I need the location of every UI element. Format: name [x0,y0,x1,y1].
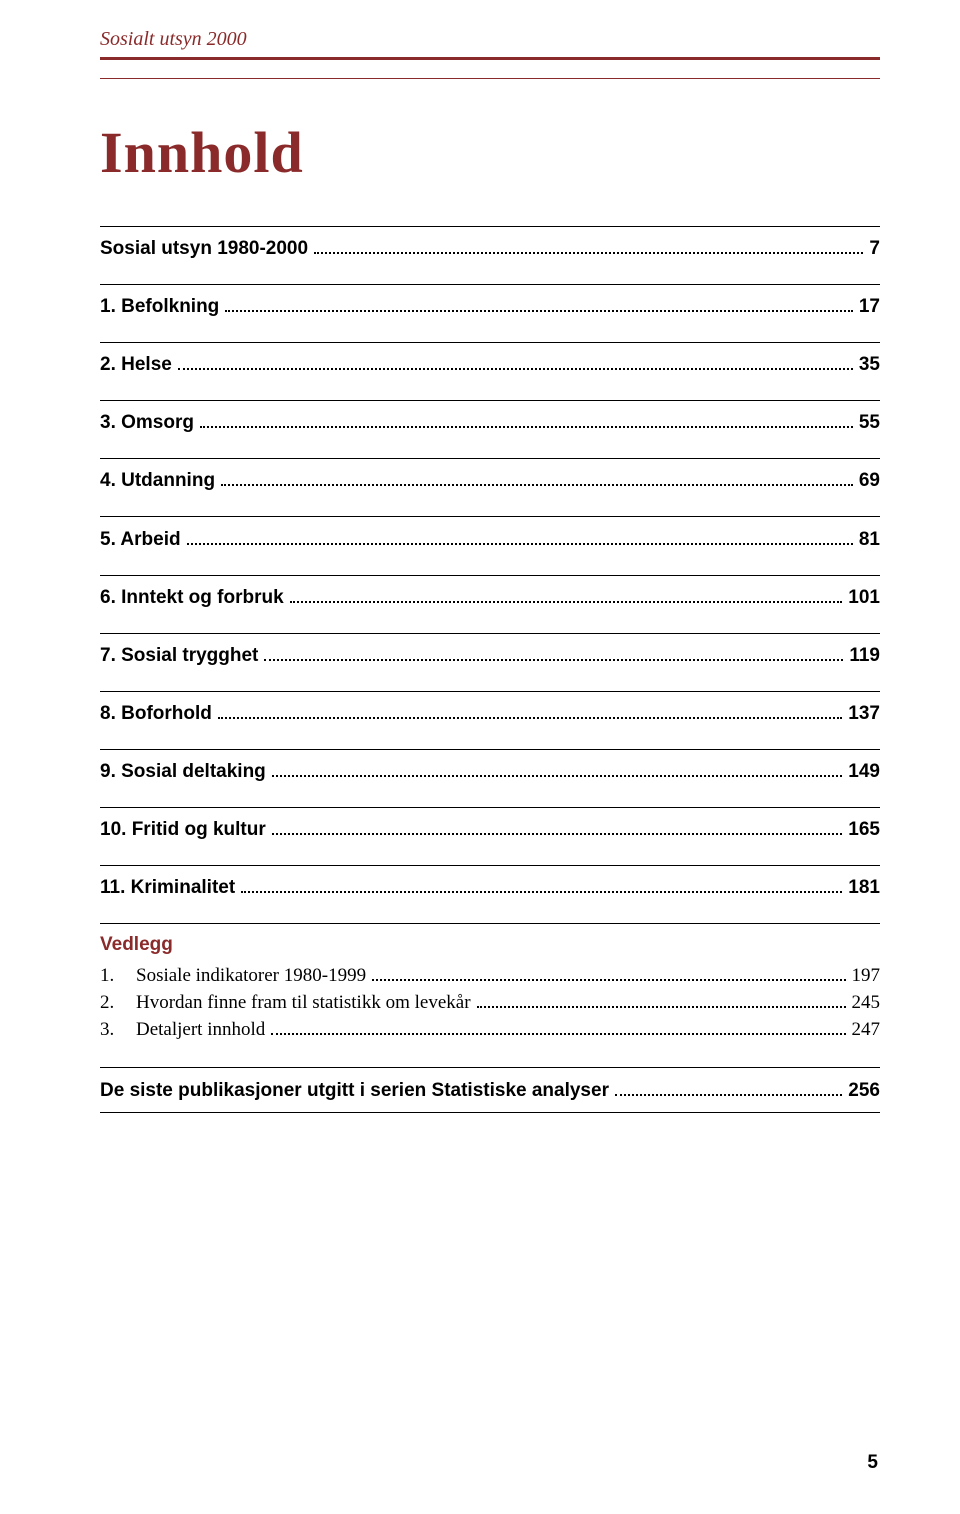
toc-label: Sosial utsyn 1980-2000 [100,238,308,260]
toc-label: 2. Helse [100,354,172,376]
leader-dots [272,760,843,777]
toc-entry: 1. Befolkning 17 [100,284,880,342]
vedlegg-label: Sosiale indikatorer 1980-1999 [136,965,366,987]
leader-dots [372,964,845,981]
toc-entry: Sosial utsyn 1980-2000 7 [100,226,880,284]
vedlegg-num: 1. [100,965,136,987]
toc-label: 6. Inntekt og forbruk [100,587,284,609]
toc-entry: 11. Kriminalitet 181 [100,865,880,923]
toc-page: 35 [859,354,880,376]
toc-label: 5. Arbeid [100,529,181,551]
leader-dots [241,876,842,893]
toc-label: 4. Utdanning [100,470,215,492]
toc-entry: 4. Utdanning 69 [100,458,880,516]
leader-dots [200,411,853,428]
toc-page: 17 [859,296,880,318]
header-rule-thick [100,57,880,60]
vedlegg-page: 197 [852,965,881,987]
toc-entry: 6. Inntekt og forbruk 101 [100,575,880,633]
toc-entry: 8. Boforhold 137 [100,691,880,749]
toc-label: 11. Kriminalitet [100,877,235,899]
toc-entry: 5. Arbeid 81 [100,516,880,574]
toc-label: 9. Sosial deltaking [100,761,266,783]
toc-page: 69 [859,470,880,492]
leader-dots [314,237,863,254]
final-entry: De siste publikasjoner utgitt i serien S… [100,1067,880,1111]
vedlegg-label: Hvordan finne fram til statistikk om lev… [136,992,471,1014]
toc-page: 55 [859,412,880,434]
vedlegg-header: Vedlegg [100,923,880,962]
toc-page: 7 [869,238,880,260]
toc-entry: 9. Sosial deltaking 149 [100,749,880,807]
running-header: Sosialt utsyn 2000 [100,28,880,51]
vedlegg-num: 2. [100,992,136,1014]
toc-entry: 3. Omsorg 55 [100,400,880,458]
final-label: De siste publikasjoner utgitt i serien S… [100,1080,609,1102]
vedlegg-entry: 3. Detaljert innhold 247 [100,1016,880,1043]
header-rule-thin [100,78,880,79]
vedlegg-entry: 2. Hvordan finne fram til statistikk om … [100,989,880,1016]
leader-dots [271,1018,845,1035]
leader-dots [264,644,843,661]
leader-dots [221,469,853,486]
toc-entry: 7. Sosial trygghet 119 [100,633,880,691]
toc-page: 81 [859,529,880,551]
vedlegg-label: Detaljert innhold [136,1019,265,1041]
toc-page: 181 [848,877,880,899]
toc-label: 3. Omsorg [100,412,194,434]
vedlegg-num: 3. [100,1019,136,1041]
leader-dots [218,702,842,719]
toc-label: 8. Boforhold [100,703,212,725]
leader-dots [272,818,843,835]
bottom-rule [100,1112,880,1113]
vedlegg-page: 247 [852,1019,881,1041]
leader-dots [225,295,853,312]
final-page: 256 [848,1080,880,1102]
toc-label: 1. Befolkning [100,296,219,318]
toc-page: 119 [849,645,880,667]
toc-entry: 10. Fritid og kultur 165 [100,807,880,865]
toc-label: 7. Sosial trygghet [100,645,258,667]
leader-dots [187,527,853,544]
toc-page: 165 [848,819,880,841]
vedlegg-entry: 1. Sosiale indikatorer 1980-1999 197 [100,962,880,989]
toc-page: 101 [848,587,880,609]
toc-entry: 2. Helse 35 [100,342,880,400]
toc-page: 137 [848,703,880,725]
leader-dots [615,1078,842,1095]
vedlegg-page: 245 [852,992,881,1014]
leader-dots [477,991,846,1008]
page-title: Innhold [100,119,880,186]
toc-label: 10. Fritid og kultur [100,819,266,841]
toc-page: 149 [848,761,880,783]
page-number: 5 [867,1452,878,1474]
leader-dots [290,586,843,603]
leader-dots [178,353,853,370]
